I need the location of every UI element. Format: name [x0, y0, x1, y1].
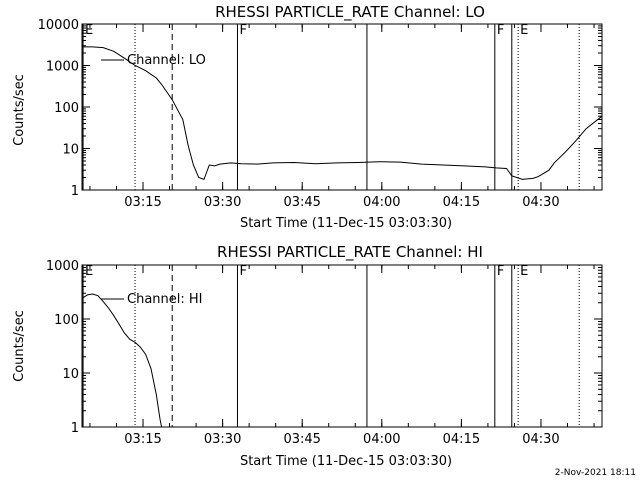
panel-lo-trace: [82, 46, 603, 181]
event-marker-label: F: [239, 264, 246, 279]
panel-hi-legend: Channel: HI: [127, 292, 203, 307]
footer-timestamp: 2-Nov-2021 18:11: [555, 468, 636, 478]
x-tick-label: 03:15: [124, 195, 161, 210]
panel-hi-xlabel: Start Time (11-Dec-15 03:03:30): [240, 454, 452, 469]
y-tick-label: 10000: [38, 18, 79, 33]
event-marker-label: E: [85, 23, 93, 38]
panel-lo-xlabel: Start Time (11-Dec-15 03:03:30): [240, 216, 452, 231]
y-tick-label: 100: [54, 101, 79, 116]
x-tick-label: 03:30: [204, 432, 241, 447]
event-marker-label: F: [239, 23, 246, 38]
event-marker-label: F: [497, 264, 504, 279]
y-tick-label: 1: [71, 184, 79, 199]
event-marker-label: E: [85, 264, 93, 279]
x-tick-label: 04:15: [443, 195, 480, 210]
y-tick-label: 1000: [46, 259, 79, 274]
event-marker-label: E: [520, 23, 528, 38]
x-tick-label: 04:30: [522, 432, 559, 447]
y-tick-label: 1: [71, 421, 79, 436]
panel-lo: RHESSI PARTICLE_RATE Channel: LO Counts/…: [12, 3, 603, 231]
x-tick-label: 03:45: [283, 195, 320, 210]
x-tick-label: 04:00: [363, 195, 400, 210]
panel-hi-trace: [81, 293, 163, 428]
panel-hi-frame: [81, 264, 603, 428]
panel-hi-ylabel: Counts/sec: [12, 310, 27, 382]
y-tick-label: 1000: [46, 60, 79, 75]
panel-lo-legend: Channel: LO: [127, 53, 206, 68]
event-marker-label: F: [497, 23, 504, 38]
panel-lo-ylabel: Counts/sec: [12, 74, 27, 146]
x-tick-label: 03:15: [124, 432, 161, 447]
x-tick-label: 04:00: [363, 432, 400, 447]
panel-lo-title: RHESSI PARTICLE_RATE Channel: LO: [215, 3, 485, 22]
x-tick-label: 03:30: [204, 195, 241, 210]
x-tick-label: 04:15: [443, 432, 480, 447]
y-tick-label: 10: [62, 367, 79, 382]
panel-lo-frame: [81, 23, 603, 191]
x-tick-label: 03:45: [283, 432, 320, 447]
event-marker-label: E: [520, 264, 528, 279]
x-tick-label: 04:30: [522, 195, 559, 210]
panel-hi-title: RHESSI PARTICLE_RATE Channel: HI: [217, 243, 483, 262]
y-tick-label: 100: [54, 313, 79, 328]
panel-hi: RHESSI PARTICLE_RATE Channel: HI Counts/…: [12, 243, 603, 469]
y-tick-label: 10: [62, 143, 79, 158]
